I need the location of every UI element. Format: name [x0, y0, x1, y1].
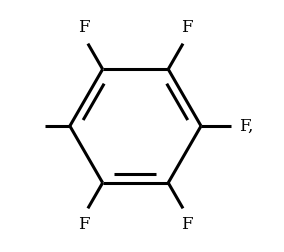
- Text: F: F: [78, 216, 89, 233]
- Text: F,: F,: [239, 117, 253, 135]
- Text: F: F: [181, 19, 193, 36]
- Text: F: F: [181, 216, 193, 233]
- Text: F: F: [78, 19, 89, 36]
